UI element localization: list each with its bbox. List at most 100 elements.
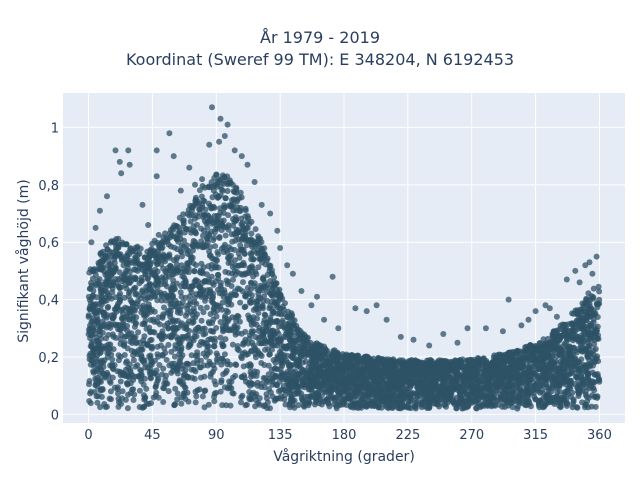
data-point [238,194,245,201]
data-point [427,394,433,401]
data-point [226,244,232,251]
data-point [238,399,244,406]
data-point [264,255,271,262]
data-points [85,104,603,412]
data-point [569,321,576,327]
data-point [118,331,125,338]
data-point [384,398,391,405]
data-point [210,362,217,369]
data-point [389,405,396,411]
data-point [489,389,496,396]
data-point [224,281,231,287]
data-point [194,352,201,359]
data-point [201,388,208,395]
data-point [154,297,161,304]
data-point [262,346,268,353]
data-point [155,231,162,238]
data-point [270,309,277,316]
data-point [193,262,199,269]
data-point [244,284,251,291]
data-point [378,398,385,405]
data-point [314,376,320,383]
data-point [159,239,166,246]
data-point [331,351,338,358]
data-point [277,305,284,312]
data-point [212,264,219,271]
data-point [182,385,189,391]
data-point [97,250,104,257]
data-point [263,379,270,386]
data-point [530,385,537,392]
data-point [467,373,474,380]
data-point [284,369,291,375]
data-point [101,321,108,328]
data-point [198,193,205,200]
data-point [574,404,581,411]
data-point [184,360,191,367]
data-point [232,331,239,338]
data-point [480,400,487,407]
data-point [162,230,169,237]
data-point [211,393,218,400]
data-point [171,353,178,360]
data-point [456,400,462,407]
data-point [594,335,601,342]
data-point [193,230,199,237]
data-point [110,346,117,353]
data-point [134,243,141,250]
data-point [259,302,266,309]
data-point [562,353,568,360]
data-point [529,351,536,358]
data-point [197,357,204,364]
data-point [193,393,200,400]
data-point [119,395,125,402]
data-point [259,248,266,255]
data-point [236,208,243,214]
data-point [207,311,214,317]
data-point [145,275,151,282]
data-point [135,329,142,336]
data-point [466,397,473,403]
data-point [196,187,203,194]
data-point [479,392,486,399]
data-point [569,310,576,317]
data-point [127,297,134,304]
data-point [468,382,475,389]
data-point [580,334,587,341]
data-point [270,371,277,378]
data-point [411,378,418,385]
data-point [248,230,255,237]
data-point [108,351,115,358]
data-point [175,324,182,331]
data-point [295,390,302,397]
data-point [289,312,296,319]
data-point [461,399,468,406]
data-point [183,226,190,233]
data-point [263,324,270,331]
data-point [351,387,358,394]
data-point [255,294,262,301]
data-point [241,372,248,379]
data-point [193,291,200,298]
data-point [86,381,92,388]
data-point [108,261,114,268]
data-point [527,356,534,363]
data-point [217,209,224,216]
data-point [189,241,196,248]
data-point [87,305,94,312]
data-point [264,297,271,304]
data-point [130,357,137,364]
data-point [253,300,260,307]
data-point [177,354,184,361]
data-point [316,353,323,360]
data-point [588,336,595,343]
data-point [435,401,442,408]
data-point [432,380,439,387]
data-point [155,251,162,258]
data-point [274,366,281,373]
data-point [198,260,205,267]
data-point [564,400,571,407]
data-point [127,309,134,316]
data-point [138,352,145,359]
data-point [105,276,112,283]
